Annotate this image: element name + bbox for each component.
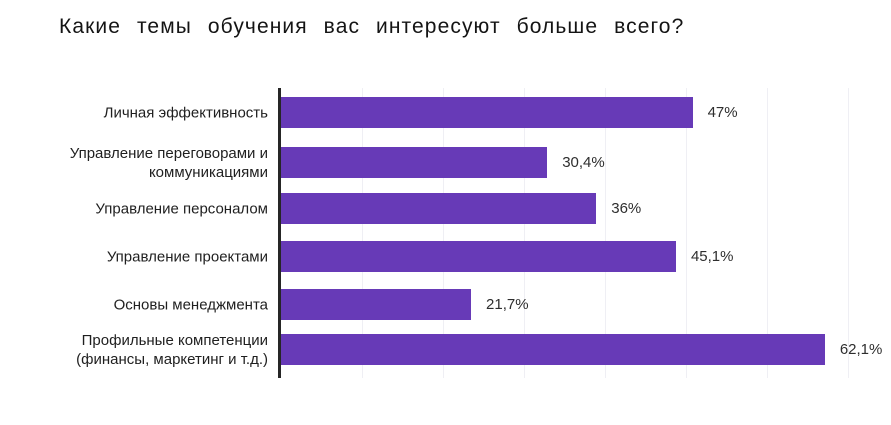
gridline-30 xyxy=(524,88,525,378)
bar-row: 30,4% xyxy=(281,147,891,178)
bar-row: 21,7% xyxy=(281,289,891,320)
gridline-20 xyxy=(443,88,444,378)
bar-value-label: 47% xyxy=(707,104,738,121)
category-label: Личная эффективность xyxy=(103,104,268,121)
bar xyxy=(281,193,597,224)
bar-row: 47% xyxy=(281,97,891,128)
bar xyxy=(281,97,693,128)
plot-area: 47% 30,4% 36% 45,1% 21,7% 62,1% xyxy=(278,88,882,378)
gridline-10 xyxy=(362,88,363,378)
category-label: Управление персоналом xyxy=(95,200,268,217)
bar-value-label: 45,1% xyxy=(690,248,734,265)
bar-value-label: 21,7% xyxy=(486,296,529,313)
bar xyxy=(281,289,472,320)
gridline-70 xyxy=(848,88,849,378)
gridline-50 xyxy=(686,88,687,378)
category-label: Управление переговорами и коммуникациями xyxy=(69,144,268,181)
bar xyxy=(281,241,676,272)
bar-row: 62,1% xyxy=(281,334,891,365)
bar-row: 36% xyxy=(281,193,891,224)
category-label: Профильные компетенции (финансы, маркети… xyxy=(76,331,268,368)
bar-value-label: 30,4% xyxy=(562,154,605,171)
category-axis-labels: Личная эффективность Управление переговор… xyxy=(20,88,272,378)
category-label: Основы менеджмента xyxy=(113,296,268,313)
bar-value-label: 62,1% xyxy=(839,341,883,358)
category-label: Управление проектами xyxy=(106,248,268,265)
bar xyxy=(281,334,825,365)
bar-value-label: 36% xyxy=(611,200,642,217)
gridline-60 xyxy=(767,88,768,378)
gridline-40 xyxy=(605,88,606,378)
chart-title: Какие темы обучения вас интересуют больш… xyxy=(59,15,685,38)
bar xyxy=(281,147,548,178)
bar-row: 45,1% xyxy=(281,241,891,272)
